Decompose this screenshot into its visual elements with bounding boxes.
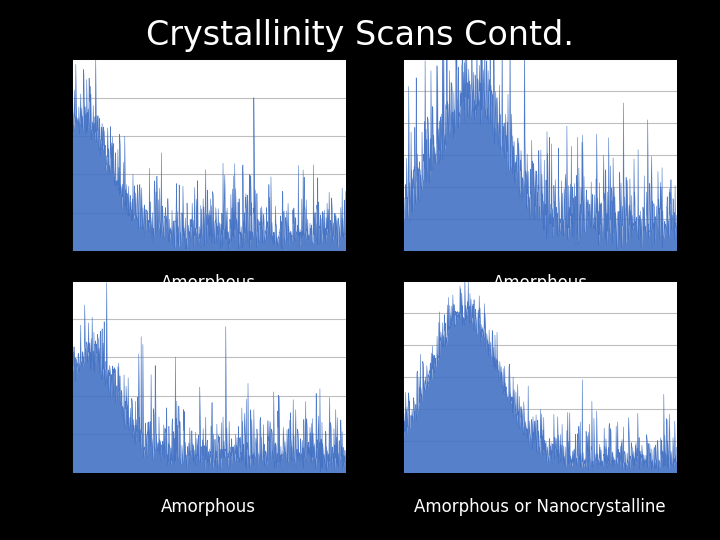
X-axis label: 2Theta (deg): 2Theta (deg) <box>508 494 572 503</box>
Title: 200nm_BFO_150nm_LSMO_SrTiO3: 200nm_BFO_150nm_LSMO_SrTiO3 <box>444 268 636 280</box>
Text: Crystallinity Scans Contd.: Crystallinity Scans Contd. <box>146 19 574 52</box>
Text: Amorphous or Nanocrystalline: Amorphous or Nanocrystalline <box>414 497 666 516</box>
Title: 150nm_LSMO_150nm_BFO_LaAlO3: 150nm_LSMO_150nm_BFO_LaAlO3 <box>112 47 306 58</box>
Y-axis label: Counts Per Second: Counts Per Second <box>42 334 51 419</box>
Text: Amorphous: Amorphous <box>161 497 256 516</box>
Text: Amorphous: Amorphous <box>492 274 588 293</box>
Text: Amorphous: Amorphous <box>161 274 256 293</box>
Y-axis label: Counts Per Second: Counts Per Second <box>373 113 382 198</box>
Title: 200nm_BFO_150nm_LSMO_LaAlO3: 200nm_BFO_150nm_LSMO_LaAlO3 <box>112 268 306 280</box>
X-axis label: 2Theta (deg): 2Theta (deg) <box>177 494 240 503</box>
X-axis label: 2Theta (deg): 2Theta (deg) <box>508 272 572 282</box>
Title: 150nm_LSMO_150nm_BFO_SrTiO3: 150nm_LSMO_150nm_BFO_SrTiO3 <box>444 47 636 58</box>
Y-axis label: Counts Per Second: Counts Per Second <box>42 113 51 198</box>
X-axis label: 2Theta (deg): 2Theta (deg) <box>177 272 240 282</box>
Y-axis label: Counts Per Second: Counts Per Second <box>368 334 377 419</box>
